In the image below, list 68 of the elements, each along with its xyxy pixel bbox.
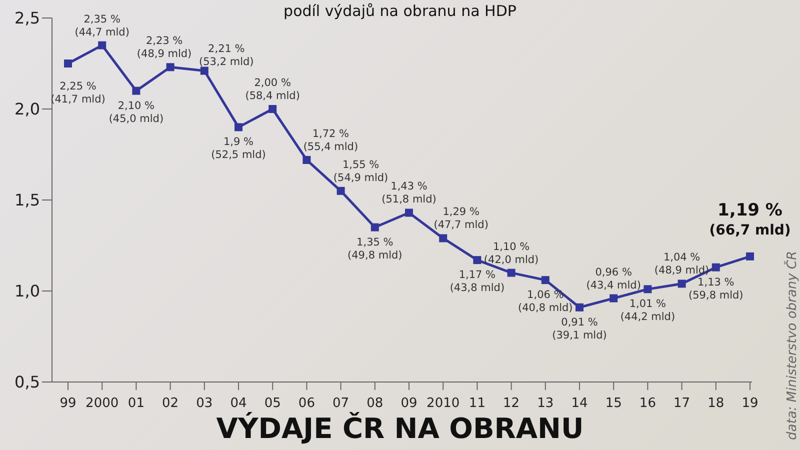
data-label: 1,06 % (40,8 mld) — [518, 289, 573, 314]
x-tick-label: 03 — [196, 396, 213, 412]
point — [541, 276, 550, 284]
x-tick-label: 06 — [298, 396, 315, 412]
data-label: 1,01 % (44,2 mld) — [620, 298, 676, 324]
y-tick-label: 0,5 — [14, 372, 40, 392]
point — [473, 256, 482, 264]
data-label: 2,35 % (44,7 mld) — [74, 13, 130, 38]
point — [576, 303, 584, 312]
x-tick-label: 11 — [468, 396, 486, 412]
x-tick-label: 17 — [674, 396, 690, 412]
x-tick-label: 18 — [708, 396, 724, 412]
point — [98, 41, 106, 50]
point — [336, 186, 345, 195]
x-tick-label: 05 — [264, 396, 281, 412]
data-label: 0,96 % (43,4 mld) — [586, 266, 641, 292]
chart-subtitle: podíl výdajů na obranu na HDP — [284, 2, 516, 20]
data-label: 1,29 % (47,7 mld) — [434, 206, 488, 232]
point — [302, 156, 311, 164]
point — [132, 86, 140, 95]
x-tick-label: 99 — [60, 396, 76, 412]
point — [644, 285, 652, 294]
data-label: 2,00 % (58,4 mld) — [245, 77, 300, 102]
x-tick-label: 19 — [742, 396, 758, 412]
x-tick-label: 2000 — [86, 396, 119, 412]
data-label: 2,23 % (48,9 mld) — [136, 35, 192, 60]
point — [439, 234, 448, 242]
point — [268, 105, 277, 113]
point — [405, 208, 413, 217]
x-tick-label: 13 — [537, 396, 554, 412]
data-label: 2,21 % (53,2 mld) — [199, 42, 254, 68]
point — [678, 280, 686, 288]
x-tick-label: 04 — [230, 396, 247, 412]
point — [234, 123, 242, 132]
point — [712, 263, 720, 272]
data-label: 1,17 % (43,8 mld) — [450, 269, 505, 294]
x-tick-label: 08 — [366, 396, 384, 412]
x-tick-label: 12 — [503, 396, 520, 412]
x-tick-label: 16 — [639, 396, 656, 412]
point — [610, 294, 618, 302]
point — [507, 268, 516, 277]
x-tick-label: 09 — [400, 396, 418, 412]
text: VÝDAJE ČR NA OBRANU — [216, 412, 584, 445]
point — [746, 252, 754, 260]
data-label: 2,10 % (45,0 mld) — [108, 100, 164, 125]
point — [64, 60, 72, 68]
point — [166, 63, 174, 72]
data-label: 1,10 % (42,0 mld) — [484, 240, 539, 266]
data-label: 1,19 % (66,7 mld) — [709, 200, 791, 238]
data-label: 1,13 % (59,8 mld) — [688, 276, 744, 302]
point — [200, 66, 208, 75]
x-tick-label: 2010 — [426, 396, 460, 412]
x-tick-label: 15 — [605, 396, 622, 412]
x-tick-label: 02 — [162, 396, 179, 412]
x-tick-label: 14 — [571, 396, 588, 412]
y-tick-label: 1,5 — [14, 190, 40, 210]
point — [370, 223, 379, 232]
data-label: 0,91 % (39,1 mld) — [552, 316, 607, 342]
data-label: 1,35 % (49,8 mld) — [348, 236, 402, 262]
data-label: 1,04 % (48,9 mld) — [654, 252, 710, 277]
text: data: Ministerstvo obrany ČR — [785, 250, 800, 440]
x-tick-label: 07 — [332, 396, 350, 412]
x-tick-label: 01 — [128, 396, 144, 412]
y-tick-label: 1,0 — [14, 282, 40, 301]
y-tick-label: 2,5 — [14, 8, 40, 28]
data-label: 1,9 % (52,5 mld) — [211, 136, 266, 162]
data-label: 1,72 % (55,4 mld) — [303, 128, 358, 153]
y-tick-label: 2,0 — [14, 100, 40, 119]
